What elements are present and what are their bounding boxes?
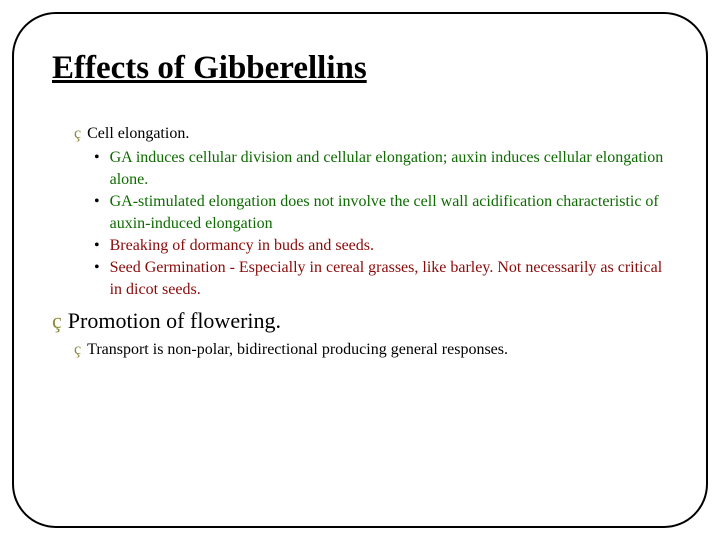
sub-text: Breaking of dormancy in buds and seeds. [110,235,374,257]
sub-list: • GA induces cellular division and cellu… [94,147,668,301]
bullet-item: ç Cell elongation. [74,123,668,145]
swirl-icon: ç [74,123,81,145]
dot-icon: • [94,191,100,213]
slide-title: Effects of Gibberellins [52,50,668,87]
sub-text: Seed Germination - Especially in cereal … [110,257,668,301]
sub-item: • Breaking of dormancy in buds and seeds… [94,235,668,257]
bullet-item: ç Promotion of flowering. [52,307,668,335]
dot-icon: • [94,235,100,257]
slide-frame: Effects of Gibberellins ç Cell elongatio… [0,0,720,540]
bullet-text: Cell elongation. [87,123,189,145]
dot-icon: • [94,147,100,169]
swirl-icon: ç [74,339,81,361]
sub-item: • GA-stimulated elongation does not invo… [94,191,668,235]
sub-item: • Seed Germination - Especially in cerea… [94,257,668,301]
sub-text: GA-stimulated elongation does not involv… [110,191,668,235]
bullet-item: ç Transport is non-polar, bidirectional … [74,339,668,361]
sub-item: • GA induces cellular division and cellu… [94,147,668,191]
bullet-text: Promotion of flowering. [68,307,281,335]
bullet-text: Transport is non-polar, bidirectional pr… [87,339,508,361]
sub-text: GA induces cellular division and cellula… [110,147,668,191]
slide-border: Effects of Gibberellins ç Cell elongatio… [12,12,708,528]
dot-icon: • [94,257,100,279]
swirl-icon: ç [52,307,62,335]
